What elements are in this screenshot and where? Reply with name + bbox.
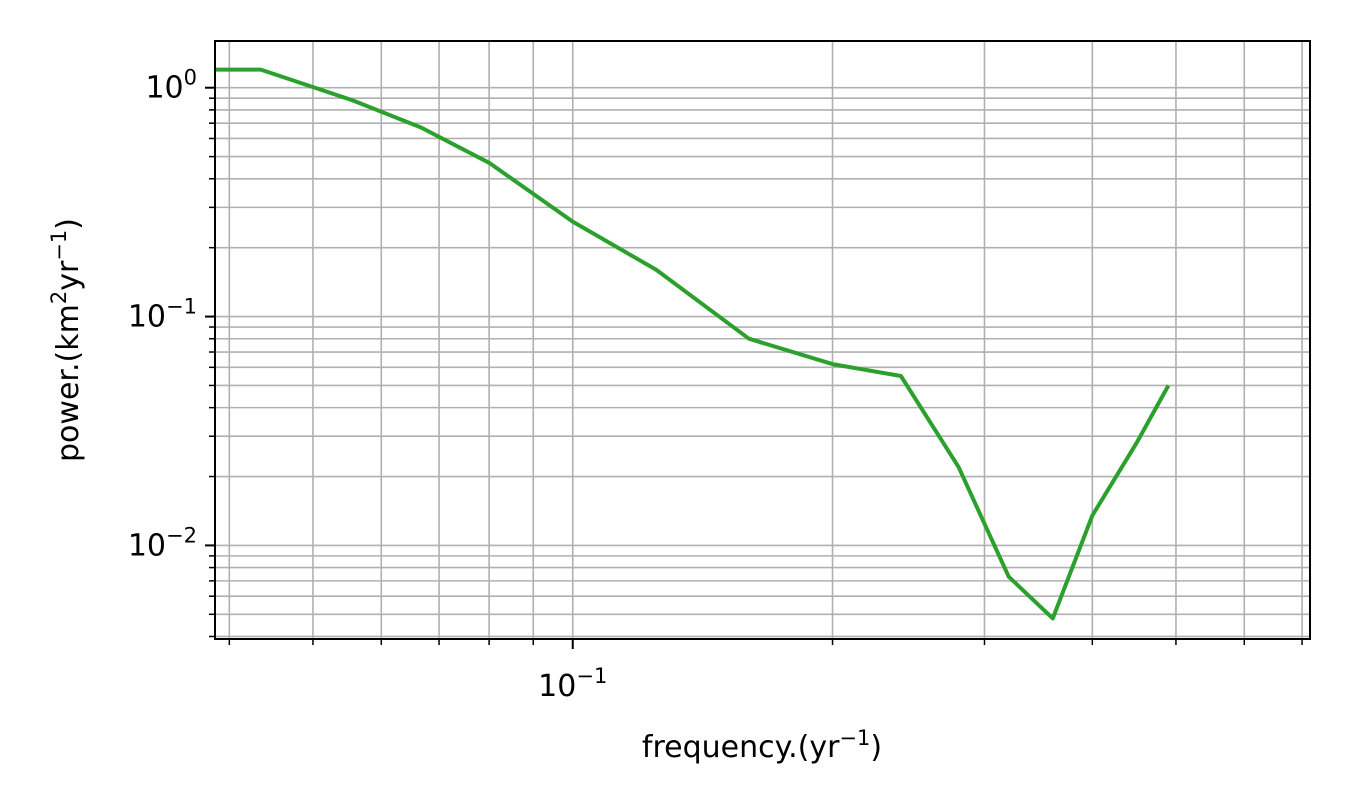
y-axis-label: power.(km2yr−1) <box>47 218 86 462</box>
y-tick-label: 10−2 <box>128 523 197 563</box>
plot-frame <box>214 40 1311 640</box>
y-tick-label: 100 <box>145 66 197 106</box>
x-axis-label: frequency.(yr−1) <box>642 726 882 765</box>
power-spectrum-line <box>215 67 1171 621</box>
series-layer <box>215 67 1171 621</box>
grid <box>215 41 1310 639</box>
x-tick-label: 10−1 <box>538 664 607 704</box>
y-tick-label: 10−1 <box>128 295 197 335</box>
ticks: 10−1 100 10−1 10−2 <box>128 66 1303 704</box>
